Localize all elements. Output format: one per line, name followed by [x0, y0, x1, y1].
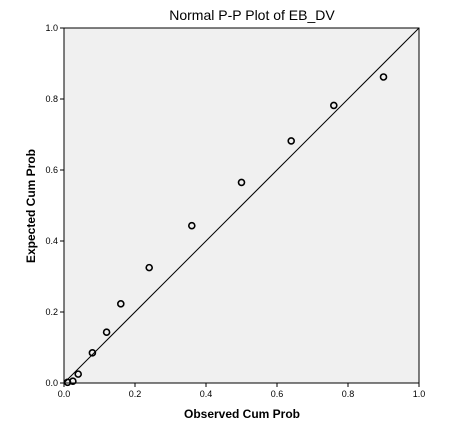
data-point	[117, 300, 125, 308]
y-tick-label: 0.4	[45, 236, 58, 246]
data-point	[329, 101, 338, 110]
x-tick-label: 0.2	[129, 389, 142, 399]
data-points	[63, 73, 388, 387]
x-tick-label: 0.4	[200, 389, 213, 399]
x-tick-label: 0.6	[271, 389, 284, 399]
chart-title: Normal P-P Plot of EB_DV	[169, 7, 335, 23]
data-point	[287, 137, 296, 145]
x-tick-label: 0.8	[342, 389, 355, 399]
data-point	[188, 221, 196, 230]
x-axis-label: Observed Cum Prob	[184, 407, 300, 421]
y-axis: 0.0 0.2 0.4 0.6 0.8 1.0	[45, 23, 64, 388]
data-point	[237, 178, 246, 187]
reference-line	[63, 27, 420, 384]
x-axis: 0.0 0.2 0.4 0.6 0.8 1.0	[58, 383, 426, 399]
x-tick-label: 1.0	[413, 389, 426, 399]
data-point	[145, 263, 153, 272]
data-point	[379, 73, 388, 81]
y-tick-label: 0.6	[45, 165, 58, 175]
data-point	[69, 377, 77, 386]
data-point	[88, 349, 97, 357]
y-tick-label: 1.0	[45, 23, 58, 33]
data-point	[74, 370, 82, 378]
y-tick-label: 0.8	[45, 94, 58, 104]
y-tick-label: 0.0	[45, 378, 58, 388]
y-axis-label: Expected Cum Prob	[24, 149, 38, 263]
data-point	[102, 328, 111, 337]
x-tick-label: 0.0	[58, 389, 71, 399]
y-tick-label: 0.2	[45, 307, 58, 317]
